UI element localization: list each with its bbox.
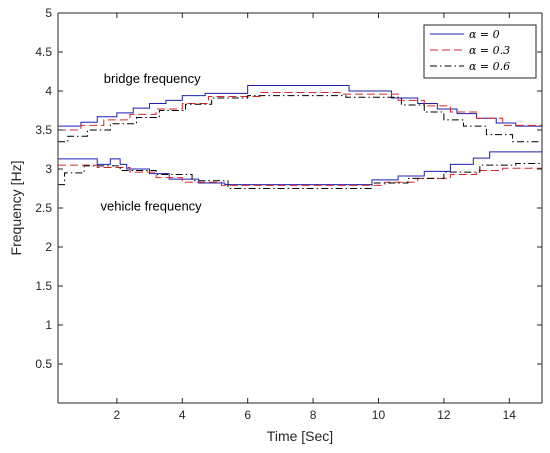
legend-label-2: α = 0.6	[469, 60, 510, 73]
legend-label-1: α = 0.3	[469, 44, 510, 57]
series-1-vehicle-frequency-line	[58, 164, 542, 186]
x-tick-label: 6	[244, 408, 251, 422]
x-tick-label: 12	[437, 408, 451, 422]
y-tick-label: 3.5	[35, 123, 52, 137]
annotation-vehicle-frequency: vehicle frequency	[101, 198, 203, 213]
legend-label-0: α = 0	[469, 28, 500, 41]
y-tick-label: 2	[45, 240, 52, 254]
x-ticks: 2 4 6 8 10 12 14	[114, 13, 517, 422]
y-tick-label: 0.5	[35, 357, 52, 371]
x-axis-label: Time [Sec]	[267, 428, 333, 444]
y-tick-label: 5	[45, 6, 52, 20]
x-tick-label: 8	[310, 408, 317, 422]
series-2-bridge-frequency-line	[58, 95, 542, 143]
x-tick-label: 4	[179, 408, 186, 422]
legend: α = 0 α = 0.3 α = 0.6	[423, 24, 537, 79]
annotation-layer: bridge frequency vehicle frequency	[101, 71, 203, 213]
series-2-vehicle-frequency-line	[58, 163, 542, 189]
series-0-vehicle-frequency-line	[58, 151, 542, 186]
y-tick-label: 1.5	[35, 279, 52, 293]
x-tick-label: 14	[503, 408, 517, 422]
y-tick-label: 1	[45, 318, 52, 332]
series-1-bridge-frequency-line	[58, 92, 542, 131]
legend-items: α = 0 α = 0.3 α = 0.6	[430, 28, 510, 73]
x-tick-label: 2	[114, 408, 121, 422]
y-tick-label: 4	[45, 84, 52, 98]
y-axis-label: Frequency [Hz]	[8, 161, 24, 256]
series-0-bridge-frequency-line	[58, 85, 542, 127]
y-tick-label: 3	[45, 162, 52, 176]
annotation-bridge-frequency: bridge frequency	[104, 71, 201, 86]
x-tick-label: 10	[372, 408, 386, 422]
y-ticks: 0.5 1 1.5 2 2.5 3 3.5 4 4.5 5	[35, 6, 542, 371]
series-layer	[58, 85, 542, 189]
y-tick-label: 2.5	[35, 201, 52, 215]
y-tick-label: 4.5	[35, 45, 52, 59]
